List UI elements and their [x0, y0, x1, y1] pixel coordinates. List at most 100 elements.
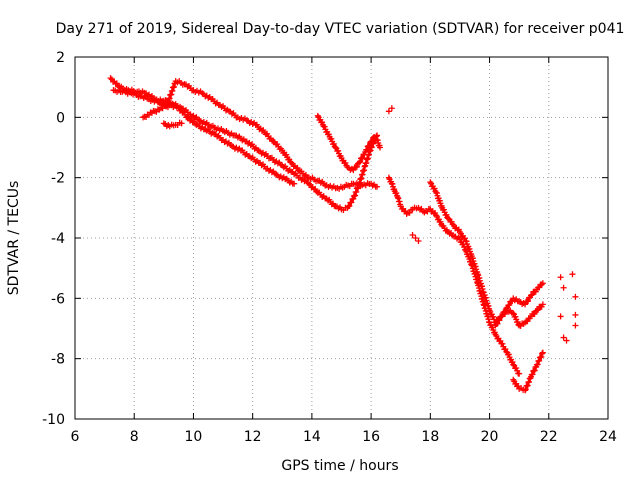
data-point	[330, 140, 337, 147]
x-tick-label: 12	[244, 429, 262, 445]
data-point	[510, 361, 517, 368]
data-point	[522, 301, 529, 308]
data-point	[539, 350, 546, 357]
data-point	[513, 365, 520, 372]
data-point	[529, 371, 536, 378]
data-point	[524, 382, 531, 389]
data-point	[494, 320, 501, 327]
data-point	[572, 322, 579, 329]
data-point	[350, 167, 357, 174]
data-point	[539, 301, 546, 308]
data-point	[353, 163, 360, 170]
data-point	[539, 349, 546, 356]
x-tick-label: 18	[421, 429, 439, 445]
y-tick-label: -10	[42, 412, 65, 428]
data-point	[569, 271, 576, 278]
data-point	[363, 146, 370, 153]
y-tick-label: -6	[51, 291, 65, 307]
x-tick-label: 10	[185, 429, 203, 445]
data-point	[516, 370, 523, 377]
y-tick-label: -4	[51, 231, 65, 247]
data-point	[305, 180, 312, 187]
data-point	[497, 337, 504, 344]
data-point	[443, 211, 450, 218]
data-point	[538, 353, 545, 360]
data-point	[445, 215, 452, 222]
data-point	[510, 310, 517, 317]
data-point	[531, 367, 538, 374]
x-tick-label: 22	[540, 429, 558, 445]
data-point	[529, 291, 536, 298]
data-point	[321, 123, 328, 130]
data-point	[184, 114, 191, 121]
series-arc-a	[107, 75, 381, 214]
data-point	[178, 120, 185, 127]
data-point	[332, 144, 339, 151]
data-point	[522, 386, 529, 393]
data-point	[356, 159, 363, 166]
data-point	[437, 218, 444, 225]
data-point	[505, 351, 512, 358]
data-point	[509, 358, 516, 365]
data-point	[526, 378, 533, 385]
data-point	[572, 293, 579, 300]
data-point	[448, 218, 455, 225]
data-point	[499, 340, 506, 347]
x-tick-label: 14	[303, 429, 321, 445]
y-tick-label: 2	[56, 50, 65, 66]
data-point	[359, 154, 366, 161]
series-arc-d	[160, 119, 185, 130]
tick-labels: 6 8 10 12 14 16 18 20 22 24 -10 -8 -6 -4 -2 0 2	[42, 50, 617, 445]
series-arc-h	[492, 301, 546, 329]
data-point	[490, 313, 497, 320]
data-point	[560, 284, 567, 291]
data-point	[342, 159, 349, 166]
data-point	[270, 138, 277, 145]
data-point	[366, 142, 373, 149]
y-tick-label: 0	[56, 110, 65, 126]
data-point	[536, 357, 543, 364]
y-tick-label: -8	[51, 352, 65, 368]
data-point	[295, 167, 302, 174]
data-point	[291, 180, 298, 187]
data-point	[409, 231, 416, 238]
data-point	[522, 387, 529, 394]
data-point	[501, 311, 508, 318]
x-tick-label: 20	[481, 429, 499, 445]
data-point	[346, 203, 353, 210]
data-point	[348, 199, 355, 206]
x-tick-label: 16	[362, 429, 380, 445]
data-point	[514, 318, 521, 325]
data-point	[357, 158, 364, 165]
data-point	[313, 188, 320, 195]
x-tick-label: 24	[599, 429, 617, 445]
data-point	[461, 235, 468, 242]
data-point	[557, 313, 564, 320]
data-point	[512, 313, 519, 320]
axis-ticks	[74, 56, 609, 420]
grid	[75, 57, 608, 419]
data-point	[385, 108, 392, 115]
data-point	[514, 367, 521, 374]
x-axis-label: GPS time / hours	[281, 458, 398, 474]
data-point	[325, 131, 332, 138]
data-point	[431, 185, 438, 192]
data-point	[563, 337, 570, 344]
data-point	[525, 298, 532, 305]
data-point	[369, 138, 376, 145]
data-point	[319, 119, 326, 126]
series-arc-f	[385, 174, 523, 377]
data-point	[557, 274, 564, 281]
data-point	[496, 317, 503, 324]
data-point	[506, 301, 513, 308]
series-arc-e	[314, 112, 383, 174]
data-point	[524, 318, 531, 325]
data-point	[534, 361, 541, 368]
chart-title: Day 271 of 2019, Sidereal Day-to-day VTE…	[56, 21, 625, 37]
x-tick-label: 6	[71, 429, 80, 445]
data-point	[535, 306, 542, 313]
series-arc-i	[510, 349, 546, 394]
data-point	[328, 135, 335, 142]
